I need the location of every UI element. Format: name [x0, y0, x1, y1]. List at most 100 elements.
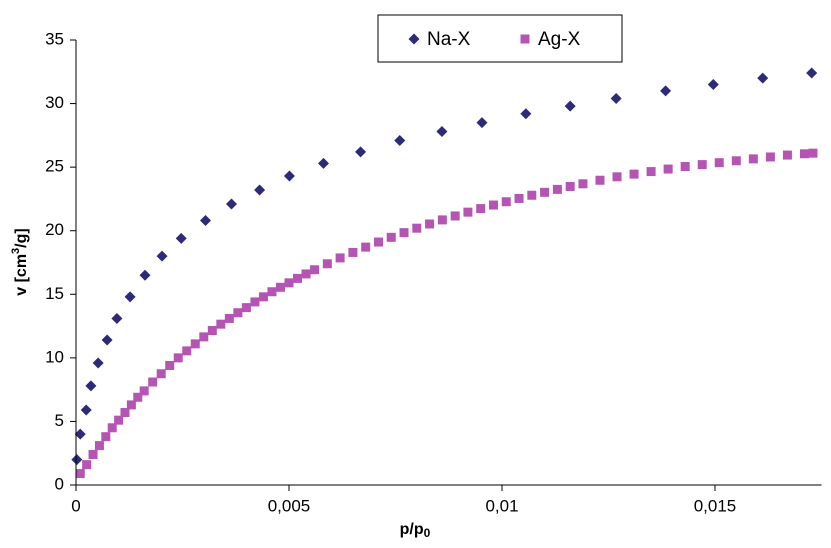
data-point: [139, 269, 151, 281]
data-point: [731, 156, 741, 166]
data-point: [595, 175, 605, 185]
data-point: [318, 157, 330, 169]
data-point: [748, 154, 758, 164]
data-point: [765, 152, 775, 162]
data-point: [101, 432, 111, 442]
data-point: [148, 377, 158, 387]
y-axis-title: v [cm3/g]: [10, 228, 30, 295]
data-point: [540, 187, 550, 197]
data-point: [173, 353, 183, 363]
x-axis-title-sub: 0: [424, 526, 431, 540]
y-axis-title-post: /g]: [13, 228, 30, 248]
data-point: [425, 219, 435, 229]
data-point: [361, 242, 371, 252]
y-tick-label: 35: [45, 29, 64, 48]
data-point: [275, 282, 285, 292]
data-point: [71, 454, 83, 466]
data-point: [114, 415, 124, 425]
legend-marker: [520, 34, 530, 44]
data-point: [92, 357, 104, 369]
data-point: [436, 126, 448, 138]
data-point: [476, 204, 486, 214]
data-point: [111, 312, 123, 324]
data-point: [200, 215, 212, 227]
data-point: [233, 308, 243, 318]
data-point: [501, 197, 511, 207]
data-point: [646, 167, 656, 177]
y-tick-label: 30: [45, 93, 64, 112]
data-point: [80, 404, 92, 416]
data-point: [578, 179, 588, 189]
data-point: [335, 253, 345, 263]
data-point: [799, 149, 809, 159]
data-point: [156, 369, 166, 379]
data-point: [267, 287, 277, 297]
data-point: [488, 200, 498, 210]
data-point: [101, 334, 113, 346]
data-point: [216, 319, 226, 329]
data-point: [85, 380, 97, 392]
data-point: [663, 164, 673, 174]
plot-area: [71, 67, 818, 479]
data-point: [514, 193, 524, 203]
data-point: [322, 259, 332, 269]
legend-marker: [408, 33, 420, 45]
data-point: [199, 332, 209, 342]
data-point: [437, 215, 447, 225]
data-point: [293, 273, 303, 283]
y-tick-label: 10: [45, 347, 64, 366]
y-tick-label: 0: [55, 474, 64, 493]
data-point: [629, 169, 639, 179]
data-point: [520, 108, 532, 120]
data-point: [207, 326, 217, 336]
data-point: [310, 265, 320, 275]
data-point: [301, 269, 311, 279]
data-point: [88, 449, 98, 459]
data-point: [133, 392, 143, 402]
data-point: [707, 79, 719, 90]
data-point: [660, 85, 672, 97]
data-point: [139, 386, 149, 396]
data-point: [552, 184, 562, 194]
data-point: [565, 181, 575, 191]
data-point: [75, 469, 85, 479]
data-point: [224, 313, 234, 323]
data-point: [94, 441, 104, 451]
y-tick-label: 5: [55, 411, 64, 430]
data-point: [284, 278, 294, 288]
data-point: [165, 360, 175, 370]
data-point: [258, 292, 268, 302]
data-point: [241, 303, 251, 313]
data-point: [697, 160, 707, 170]
legend-label: Na-X: [427, 29, 471, 50]
data-point: [564, 100, 576, 112]
y-axis-title-sup: 3: [10, 248, 22, 254]
legend-label: Ag-X: [538, 29, 581, 50]
data-point: [124, 291, 136, 303]
y-axis-title-pre: v [cm: [13, 254, 30, 296]
data-point: [386, 232, 396, 242]
data-point: [680, 162, 690, 172]
series: [71, 67, 818, 466]
data-point: [225, 198, 237, 210]
data-point: [254, 184, 266, 196]
series: [75, 148, 818, 479]
data-point: [373, 237, 383, 247]
data-point: [120, 408, 130, 418]
data-point: [399, 228, 409, 238]
data-point: [156, 250, 168, 262]
x-axis-title-main: p/p: [400, 521, 424, 538]
data-point: [190, 339, 200, 349]
data-point: [757, 72, 769, 84]
data-point: [175, 232, 187, 244]
data-point: [394, 134, 406, 146]
data-point: [808, 148, 818, 158]
data-point: [612, 172, 622, 182]
data-point: [463, 207, 473, 217]
data-point: [250, 297, 260, 307]
data-point: [527, 190, 537, 200]
data-point: [714, 158, 724, 168]
data-point: [107, 423, 117, 433]
data-point: [283, 170, 295, 182]
